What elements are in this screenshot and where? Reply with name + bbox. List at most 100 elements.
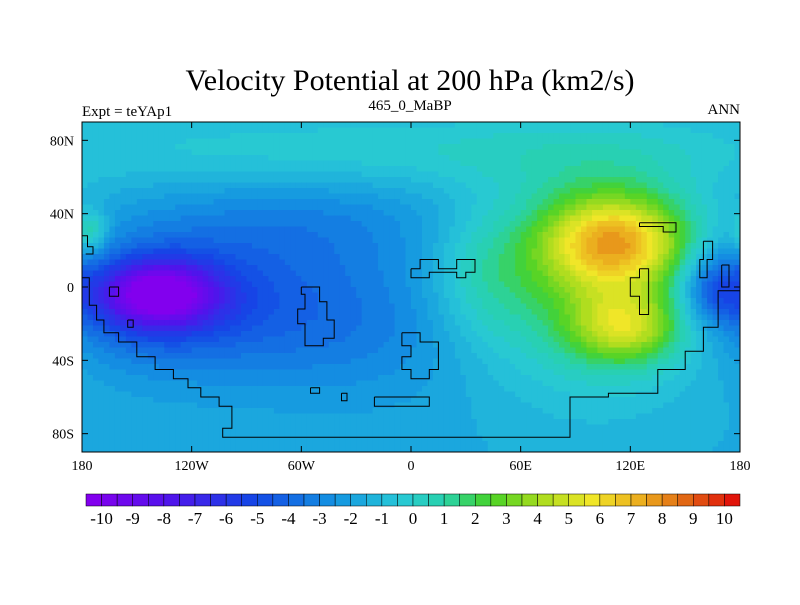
field-cell xyxy=(411,204,418,211)
field-cell xyxy=(427,265,434,272)
field-cell xyxy=(114,226,121,233)
field-cell xyxy=(548,265,555,272)
field-cell xyxy=(136,160,143,167)
field-cell xyxy=(718,265,725,272)
field-cell xyxy=(164,259,171,266)
field-cell xyxy=(125,171,132,178)
field-cell xyxy=(471,210,478,217)
field-cell xyxy=(482,188,489,195)
field-cell xyxy=(707,199,714,206)
field-cell xyxy=(142,276,149,283)
field-cell xyxy=(312,215,319,222)
field-cell xyxy=(257,171,264,178)
field-cell xyxy=(109,160,116,167)
field-cell xyxy=(262,325,270,332)
field-cell xyxy=(98,259,105,266)
field-cell xyxy=(646,270,653,277)
field-cell xyxy=(301,144,308,151)
field-cell xyxy=(591,270,599,277)
field-cell xyxy=(273,226,280,233)
field-cell xyxy=(553,177,560,184)
field-cell xyxy=(405,298,412,305)
field-cell xyxy=(158,320,165,327)
field-cell xyxy=(257,160,264,167)
field-cell xyxy=(257,182,264,189)
field-cell xyxy=(685,254,692,261)
field-cell xyxy=(405,270,412,277)
field-cell xyxy=(520,342,527,349)
field-cell xyxy=(515,193,522,200)
field-cell xyxy=(323,292,330,299)
field-cell xyxy=(454,226,461,233)
field-cell xyxy=(663,259,670,266)
field-cell xyxy=(400,259,407,266)
field-cell xyxy=(323,160,330,167)
field-cell xyxy=(498,188,505,195)
field-cell xyxy=(284,199,291,206)
field-cell xyxy=(416,254,423,261)
field-cell xyxy=(306,336,313,343)
field-cell xyxy=(553,287,560,294)
field-cell xyxy=(613,226,620,233)
field-cell xyxy=(608,193,615,200)
field-cell xyxy=(679,259,686,266)
field-cell xyxy=(153,287,160,294)
field-cell xyxy=(268,298,275,305)
field-cell xyxy=(378,309,385,316)
field-cell xyxy=(92,309,100,316)
field-cell xyxy=(679,122,686,129)
field-cell xyxy=(696,292,703,299)
field-cell xyxy=(520,281,527,288)
field-cell xyxy=(526,155,533,162)
field-cell xyxy=(136,336,143,343)
field-cell xyxy=(602,243,609,250)
field-cell xyxy=(82,122,89,129)
field-cell xyxy=(142,144,149,151)
field-cell xyxy=(367,320,374,327)
field-cell xyxy=(443,237,450,244)
field-cell xyxy=(454,248,461,255)
field-cell xyxy=(602,320,609,327)
field-cell xyxy=(487,336,494,343)
field-cell xyxy=(515,292,522,299)
field-cell xyxy=(219,138,226,145)
field-cell xyxy=(345,248,352,255)
field-cell xyxy=(339,265,346,272)
field-cell xyxy=(87,149,94,156)
field-cell xyxy=(613,281,620,288)
field-cell xyxy=(175,149,182,156)
field-cell xyxy=(306,248,313,255)
field-cell xyxy=(432,331,440,338)
field-cell xyxy=(257,287,264,294)
field-cell xyxy=(356,276,363,283)
field-cell xyxy=(707,265,714,272)
field-cell xyxy=(208,138,215,145)
field-cell xyxy=(147,193,154,200)
field-cell xyxy=(570,199,577,206)
field-cell xyxy=(186,210,193,217)
field-cell xyxy=(734,171,740,178)
field-cell xyxy=(383,226,390,233)
field-cell xyxy=(707,221,714,228)
field-cell xyxy=(202,188,209,195)
field-cell xyxy=(515,314,522,321)
field-cell xyxy=(460,122,467,129)
field-cell xyxy=(350,193,357,200)
field-cell xyxy=(487,177,494,184)
field-cell xyxy=(202,259,209,266)
field-cell xyxy=(103,199,111,206)
field-cell xyxy=(575,303,582,310)
field-cell xyxy=(328,210,335,217)
field-cell xyxy=(306,347,313,354)
field-cell xyxy=(734,155,740,162)
field-cell xyxy=(301,347,308,354)
field-cell xyxy=(361,314,368,321)
field-cell xyxy=(142,204,149,211)
field-cell xyxy=(224,314,231,321)
field-cell xyxy=(312,182,319,189)
field-cell xyxy=(613,265,620,272)
field-cell xyxy=(306,243,313,250)
field-cell xyxy=(454,237,461,244)
field-cell xyxy=(197,320,204,327)
field-cell xyxy=(125,232,132,239)
